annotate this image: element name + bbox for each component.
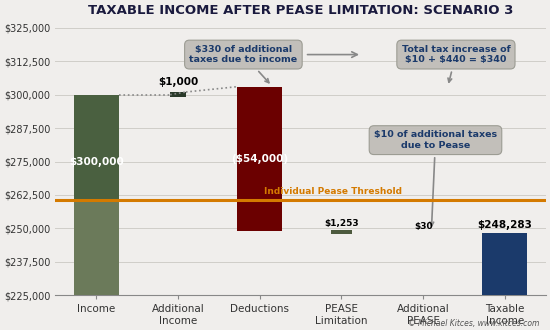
Text: Total tax increase of
$10 + $440 = $340: Total tax increase of $10 + $440 = $340 [402,45,510,82]
Text: $248,283: $248,283 [477,220,532,230]
Bar [74,95,119,200]
Text: $10 of additional taxes
due to Pease: $10 of additional taxes due to Pease [374,130,497,226]
Bar [331,230,351,234]
Bar [482,233,527,295]
Text: $1,000: $1,000 [158,77,198,87]
Text: $1,253: $1,253 [324,219,359,228]
Text: Individual Pease Threshold: Individual Pease Threshold [265,187,402,196]
Bar [74,95,119,295]
Text: $30: $30 [414,222,432,231]
Bar [170,92,186,97]
Text: $330 of additional
taxes due to income: $330 of additional taxes due to income [189,45,298,83]
Bar [237,87,282,231]
Title: TAXABLE INCOME AFTER PEASE LIMITATION: SCENARIO 3: TAXABLE INCOME AFTER PEASE LIMITATION: S… [88,4,513,17]
Bar [74,200,119,295]
Text: $300,000: $300,000 [69,156,124,167]
Text: © Michael Kitces, www.kitces.com: © Michael Kitces, www.kitces.com [408,319,539,328]
Text: ($54,000): ($54,000) [231,154,288,164]
